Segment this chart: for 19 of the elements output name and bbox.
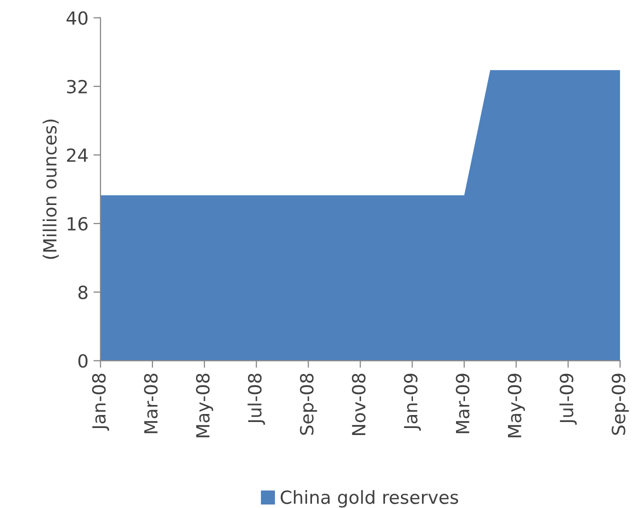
x-tick-label: Jan-09 — [404, 374, 421, 431]
y-axis-title: (Million ounces) — [42, 120, 59, 259]
y-tick-label: 40 — [66, 11, 88, 25]
x-tick-label: Jul-08 — [248, 374, 265, 425]
x-tick-label: Nov-08 — [352, 374, 366, 435]
y-tick-label: 24 — [67, 148, 88, 162]
x-tick-label: Jul-09 — [559, 374, 577, 425]
y-tick-label: 0 — [78, 354, 88, 368]
x-tick-label: May-09 — [508, 374, 525, 438]
x-tick-label: Jan-08 — [92, 374, 110, 431]
x-tick-label: May-08 — [196, 374, 214, 438]
y-tick-label: 32 — [67, 80, 87, 94]
x-tick-label: Sep-08 — [300, 374, 318, 435]
x-tick-label: Sep-09 — [612, 374, 629, 435]
x-tick-label: Mar-08 — [144, 374, 158, 434]
x-tick-label: Mar-09 — [456, 374, 470, 434]
y-tick-label: 16 — [68, 216, 88, 231]
legend-label: China gold reserves — [280, 490, 458, 508]
y-tick-label: 8 — [78, 286, 88, 300]
